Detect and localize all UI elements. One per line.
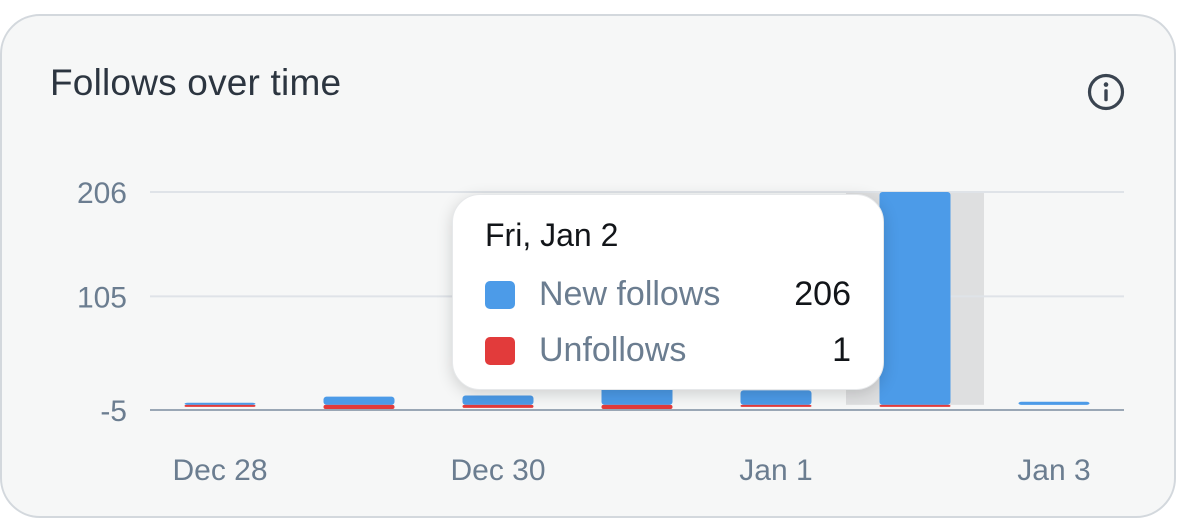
bar-unfollows bbox=[740, 404, 812, 407]
tooltip-value-new-follows: 206 bbox=[794, 275, 851, 313]
info-icon[interactable] bbox=[1086, 72, 1126, 112]
bar-new-follows bbox=[1018, 401, 1090, 405]
tooltip-row-new-follows: New follows 206 bbox=[485, 275, 865, 315]
y-tick-label: 206 bbox=[77, 177, 127, 210]
bar-new-follows bbox=[462, 395, 534, 405]
bar-unfollows bbox=[323, 404, 395, 409]
bar-unfollows bbox=[184, 404, 256, 407]
unfollows-swatch bbox=[485, 337, 515, 365]
new-follows-swatch bbox=[485, 281, 515, 309]
y-tick-label: -5 bbox=[100, 395, 127, 428]
tooltip-row-unfollows: Unfollows 1 bbox=[485, 331, 865, 371]
bar-new-follows bbox=[601, 387, 673, 405]
tooltip-value-unfollows: 1 bbox=[832, 331, 851, 369]
tooltip-label-unfollows: Unfollows bbox=[539, 331, 687, 369]
y-tick-label: 105 bbox=[77, 281, 127, 314]
tooltip-label-new-follows: New follows bbox=[539, 275, 721, 313]
bar-new-follows bbox=[184, 402, 256, 405]
x-tick-label: Jan 3 bbox=[1017, 454, 1090, 487]
bar-new-follows bbox=[740, 390, 812, 405]
x-tick-label: Jan 1 bbox=[739, 454, 812, 487]
card-title: Follows over time bbox=[50, 62, 342, 103]
bar-unfollows bbox=[601, 404, 673, 409]
bar-new-follows bbox=[323, 396, 395, 405]
bar-new-follows bbox=[879, 192, 951, 405]
tooltip-date: Fri, Jan 2 bbox=[485, 217, 619, 253]
x-tick-label: Dec 28 bbox=[172, 454, 267, 487]
bar-unfollows bbox=[462, 404, 534, 408]
x-tick-label: Dec 30 bbox=[450, 454, 545, 487]
chart-tooltip: Fri, Jan 2 New follows 206 Unfollows 1 bbox=[452, 194, 884, 390]
bar-unfollows bbox=[879, 404, 951, 407]
